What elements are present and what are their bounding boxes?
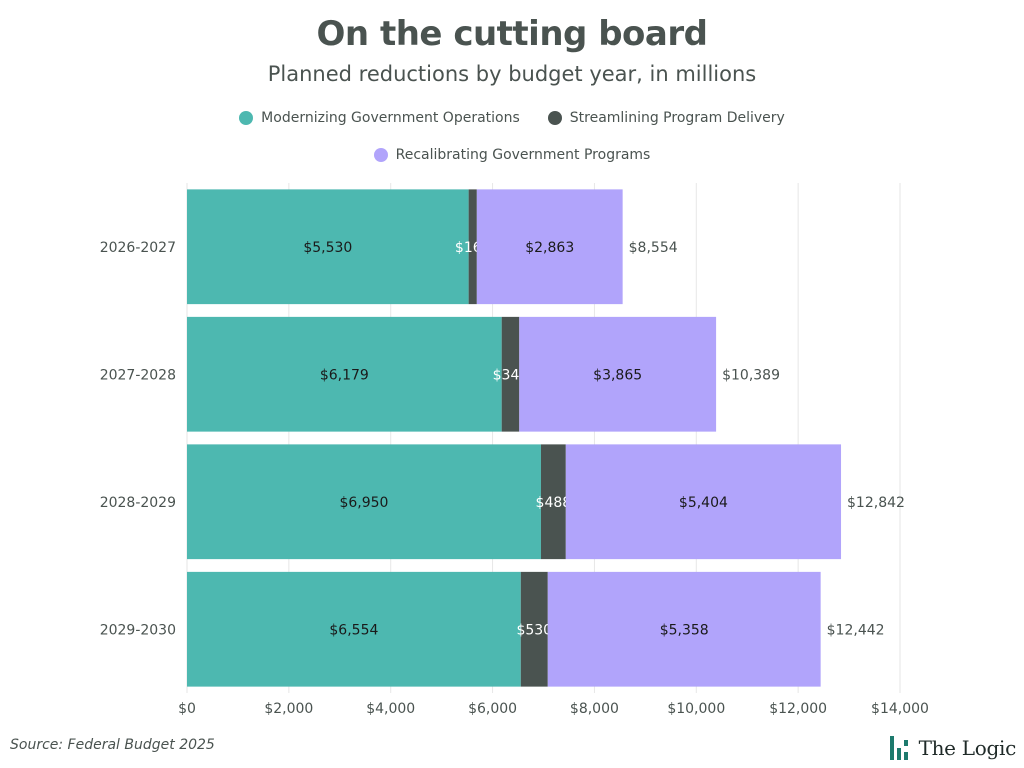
x-tick-label: $4,000 [366,701,415,717]
legend-row-1: Modernizing Government Operations Stream… [0,110,1024,126]
legend-item-recalibrating[interactable]: Recalibrating Government Programs [373,147,651,163]
legend-swatch-streamlining [547,111,562,125]
legend-item-streamlining[interactable]: Streamlining Program Delivery [547,110,785,126]
bar-segment-label: $6,950 [339,495,388,511]
brand-logo: The Logic [889,735,1016,761]
bar-segment [187,444,541,560]
bar-segment [187,571,521,687]
y-tick-label: 2029-2030 [100,622,176,638]
the-logic-logo-icon [889,736,908,760]
bar-segment-label: $3,865 [593,367,642,383]
bar-segment [187,316,502,432]
bar-segment-label: $530 [516,622,552,638]
bar-segment-label: $6,554 [329,622,378,638]
bar-segment-label: $5,530 [303,240,352,256]
bar-total-label: $8,554 [629,240,678,256]
legend-item-modernizing[interactable]: Modernizing Government Operations [239,110,520,126]
x-tick-label: $10,000 [667,701,725,717]
bar-segment-label: $488 [536,495,572,511]
y-tick-label: 2028-2029 [100,495,176,511]
legend-label-modernizing: Modernizing Government Operations [261,110,520,126]
bar-segment [187,189,469,305]
legend-label-streamlining: Streamlining Program Delivery [569,110,785,126]
x-tick-label: $8,000 [570,701,619,717]
bar-segment [476,189,623,305]
bar-segment [540,444,566,560]
source-note: Source: Federal Budget 2025 [10,737,215,753]
x-tick-label: $0 [178,701,196,717]
y-tick-label: 2026-2027 [100,240,176,256]
bar-segment [519,316,717,432]
legend-swatch-modernizing [239,111,254,125]
bar-total-label: $12,842 [847,495,905,511]
x-tick-label: $14,000 [871,701,929,717]
x-tick-label: $12,000 [769,701,827,717]
bar-segment [520,571,548,687]
bar-total-label: $12,442 [827,622,885,638]
y-tick-label: 2027-2028 [100,367,176,383]
chart-subtitle: Planned reductions by budget year, in mi… [267,62,757,86]
bar-segment [547,571,821,687]
bar-segment-label: $6,179 [320,367,369,383]
bar-total-label: $10,389 [722,367,780,383]
bar-segment-label: $2,863 [525,240,574,256]
bar-segment [501,316,520,432]
brand-name: The Logic [918,736,1017,760]
legend-row-2: Recalibrating Government Programs [0,147,1024,163]
bar-segment-label: $5,358 [660,622,709,638]
x-tick-label: $6,000 [468,701,517,717]
bar-segment [565,444,842,560]
legend-swatch-recalibrating [373,148,388,162]
chart-title: On the cutting board [316,14,708,54]
bar-segment [468,189,477,305]
x-tick-label: $2,000 [264,701,313,717]
legend-label-recalibrating: Recalibrating Government Programs [395,147,651,163]
bar-segment-label: $5,404 [679,495,728,511]
